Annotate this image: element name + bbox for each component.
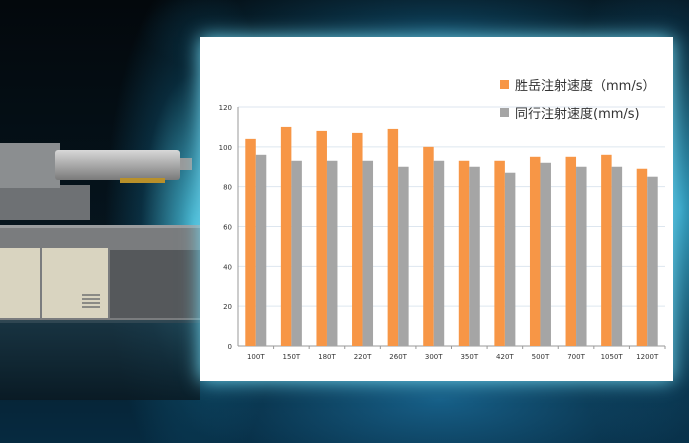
bar-competitor-260T (398, 166, 409, 346)
bar-shengyue-700T (565, 156, 577, 346)
bar-shengyue-350T (458, 160, 470, 346)
bar-competitor-100T (255, 154, 267, 346)
bar-shengyue-150T (280, 126, 292, 347)
y-tick-label: 60 (223, 224, 232, 232)
x-tick-label: 260T (389, 353, 407, 361)
y-tick-label: 0 (228, 343, 232, 351)
bar-shengyue-260T (387, 128, 399, 346)
bar-competitor-180T (326, 160, 338, 346)
bar-competitor-150T (291, 160, 302, 346)
bar-competitor-300T (433, 160, 445, 346)
y-tick-label: 20 (223, 303, 232, 311)
bar-competitor-1200T (647, 176, 658, 346)
bar-competitor-420T (504, 172, 516, 346)
chart-panel: 胜岳注射速度（mm/s） 同行注射速度(mm/s) 0 20 40 60 80 100 12… (200, 37, 673, 381)
x-tick-label: 300T (425, 353, 443, 361)
x-tick-label: 150T (283, 353, 301, 361)
legend-swatch-orange (500, 80, 509, 89)
legend-item-shengyue: 胜岳注射速度（mm/s） (500, 75, 655, 94)
x-tick-label: 180T (318, 353, 336, 361)
x-tick-label: 1050T (601, 353, 624, 361)
bar-shengyue-1200T (636, 168, 648, 346)
bar-shengyue-300T (423, 146, 434, 346)
bar-shengyue-180T (316, 130, 327, 346)
bar-competitor-220T (362, 160, 374, 346)
bar-shengyue-420T (494, 160, 505, 346)
legend-label: 同行注射速度(mm/s) (515, 107, 640, 122)
bar-competitor-500T (540, 162, 551, 346)
bar-competitor-700T (576, 166, 587, 346)
x-tick-label: 1200T (636, 353, 659, 361)
bar-shengyue-500T (529, 156, 541, 346)
y-tick-label: 80 (223, 184, 232, 192)
y-tick-label: 120 (219, 104, 232, 112)
y-tick-label: 100 (219, 144, 232, 152)
legend-label: 胜岳注射速度（mm/s） (515, 79, 656, 94)
x-tick-label: 420T (496, 353, 514, 361)
legend-swatch-gray (500, 108, 509, 117)
x-tick-label: 100T (247, 353, 265, 361)
bar-shengyue-100T (245, 138, 256, 346)
x-tick-label: 220T (354, 353, 372, 361)
bar-chart: 0 20 40 60 80 100 120 100T 150T 180T 220T 260T 300T 3… (219, 104, 666, 361)
bar-shengyue-220T (352, 132, 363, 346)
bar-shengyue-1050T (601, 154, 612, 346)
bar-competitor-1050T (611, 166, 623, 346)
x-tick-label: 350T (460, 353, 478, 361)
bar-competitor-350T (469, 166, 480, 346)
x-tick-label: 500T (532, 353, 550, 361)
legend-item-competitor: 同行注射速度(mm/s) (500, 103, 640, 122)
y-tick-label: 40 (223, 263, 232, 271)
x-tick-label: 700T (567, 353, 585, 361)
